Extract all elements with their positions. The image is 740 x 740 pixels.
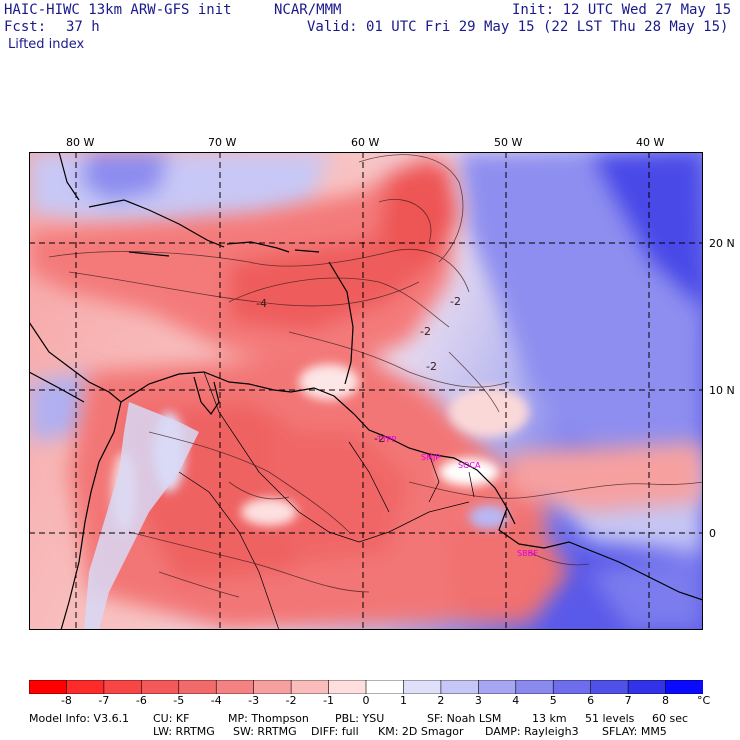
colorbar-tick-label: 4 [512, 694, 520, 707]
colorbar-swatch [552, 680, 592, 694]
contour-label: -2 [420, 325, 431, 338]
colorbar-tick-label: 8 [662, 694, 670, 707]
resolution: 13 km [532, 712, 567, 725]
lon-label-70w: 70 W [208, 136, 237, 149]
init-time: Init: 12 UTC Wed 27 May 15 [512, 2, 732, 18]
station-label: SMJP [421, 453, 440, 462]
forecast-hour: 37 h [66, 19, 100, 35]
map-frame [29, 152, 703, 630]
shortwave-scheme: SW: RRTMG [233, 725, 297, 738]
colorbar-swatch [365, 680, 405, 694]
colorbar-tick-label: 3 [474, 694, 482, 707]
colorbar-swatch [627, 680, 667, 694]
microphysics-scheme: MP: Thompson [228, 712, 309, 725]
colorbar [29, 680, 703, 694]
colorbar-tick-label: 0 [362, 694, 370, 707]
colorbar-swatch [478, 680, 517, 694]
station-label: SBBE [517, 549, 538, 558]
timestep: 60 sec [652, 712, 689, 725]
colorbar-tick-label: -5 [173, 694, 185, 707]
contour-label: -2 [450, 295, 461, 308]
colorbar-tick-label: 5 [549, 694, 557, 707]
neutral-patches [112, 364, 529, 532]
station-label: SOCA [458, 461, 481, 470]
colorbar-swatch [328, 680, 367, 694]
coastlines [29, 152, 703, 630]
cumulus-scheme: CU: KF [153, 712, 190, 725]
colorbar-swatch [403, 680, 442, 694]
colorbar-swatch [290, 680, 330, 694]
colorbar-swatch [253, 680, 292, 694]
lat-label-eq: 0 [709, 527, 716, 540]
surface-scheme: SF: Noah LSM [427, 712, 502, 725]
diffusion: DIFF: full [311, 725, 359, 738]
lat-label-20n: 20 N [709, 237, 735, 250]
pbl-scheme: PBL: YSU [335, 712, 385, 725]
colorbar-tick-label: -4 [210, 694, 222, 707]
model-version: Model Info: V3.6.1 [29, 712, 130, 725]
andes-stable-strip [84, 402, 199, 630]
lon-label-50w: 50 W [494, 136, 523, 149]
colorbar-swatch [590, 680, 629, 694]
lon-label-80w: 80 W [66, 136, 95, 149]
stable-region-shading [29, 152, 703, 630]
colorbar-tick-label: -6 [135, 694, 147, 707]
colorbar-swatch [66, 680, 105, 694]
colorbar-tick-label: -2 [285, 694, 297, 707]
colorbar-tick-label: -3 [248, 694, 260, 707]
longwave-scheme: LW: RRTMG [153, 725, 215, 738]
colorbar-swatch [141, 680, 180, 694]
colorbar-tick-label: 2 [437, 694, 445, 707]
forecast-label: Fcst: [4, 19, 47, 35]
lat-label-10n: 10 N [709, 384, 735, 397]
field-name: Lifted index [8, 37, 85, 52]
lat-lon-grid [29, 152, 703, 630]
km-option: KM: 2D Smagor [378, 725, 464, 738]
contour-label: -2 [426, 360, 437, 373]
colorbar-swatch [215, 680, 255, 694]
colorbar-swatch [178, 680, 218, 694]
colorbar-swatch [440, 680, 480, 694]
colorbar-swatch [665, 680, 703, 694]
vertical-levels: 51 levels [585, 712, 635, 725]
colorbar-swatch [29, 680, 68, 694]
colorbar-swatch [103, 680, 143, 694]
colorbar-tick-label: 6 [587, 694, 595, 707]
colorbar-swatch [515, 680, 555, 694]
colorbar-tick-label: -8 [60, 694, 72, 707]
org-label: NCAR/MMM [274, 2, 342, 18]
colorbar-unit: °C [697, 694, 711, 707]
lifted-index-map: -4 -2 -2 -2 -2 TTPP SMJP SOCA SBBE [29, 152, 703, 630]
contour-label: -4 [256, 297, 267, 310]
contour-label: -2 [374, 432, 385, 445]
colorbar-tick-label: 1 [399, 694, 407, 707]
colorbar-tick-label: 7 [624, 694, 632, 707]
model-title: HAIC-HIWC 13km ARW-GFS init [4, 2, 232, 18]
surface-layer: SFLAY: MM5 [602, 725, 667, 738]
valid-time: Valid: 01 UTC Fri 29 May 15 (22 LST Thu … [307, 19, 729, 35]
lon-label-60w: 60 W [351, 136, 380, 149]
station-label: TTPP [376, 435, 396, 444]
lon-label-40w: 40 W [636, 136, 665, 149]
colorbar-tick-label: -7 [98, 694, 110, 707]
contours [48, 154, 703, 598]
damping: DAMP: Rayleigh3 [485, 725, 579, 738]
colorbar-tick-label: -1 [323, 694, 335, 707]
